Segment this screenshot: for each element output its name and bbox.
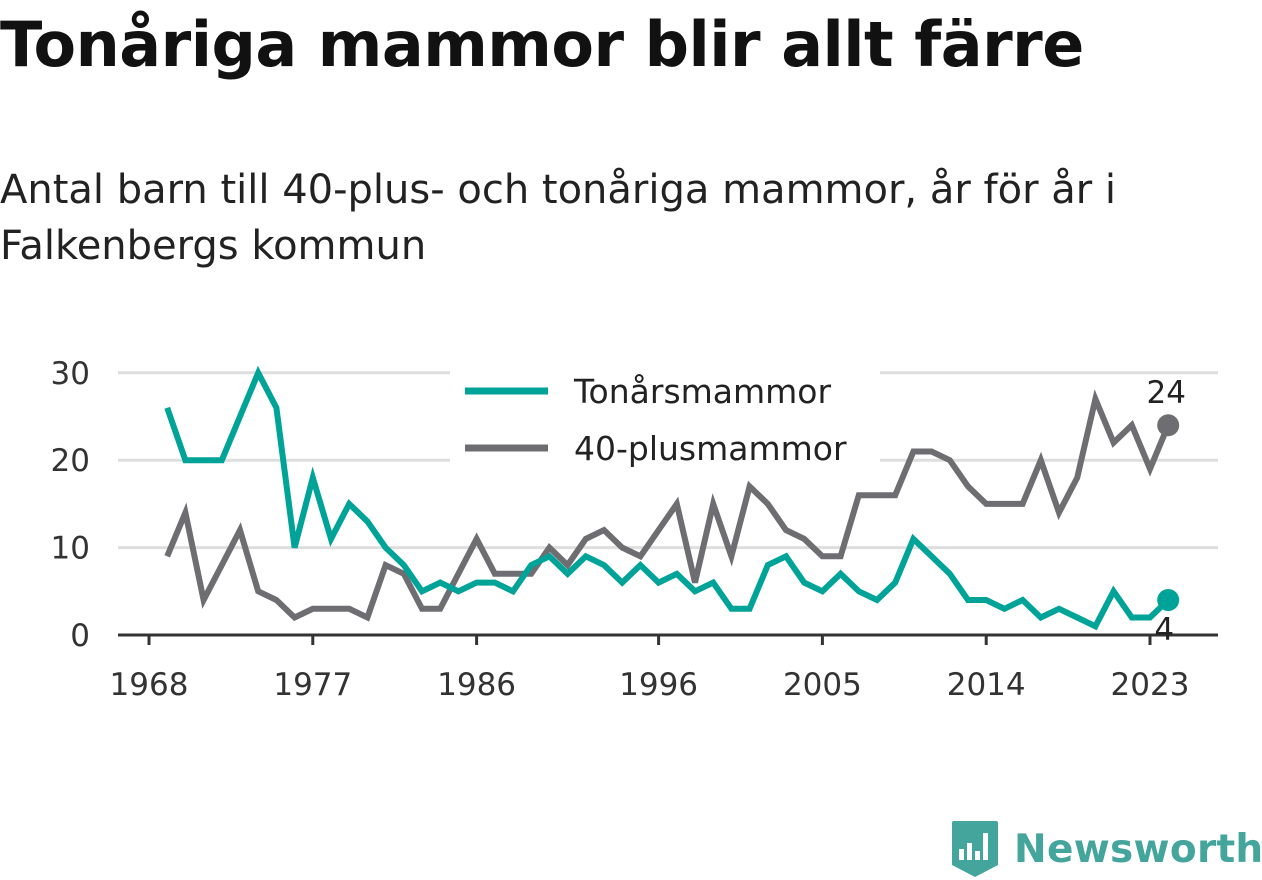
x-tick-label: 1996	[619, 667, 698, 703]
x-tick-label: 1986	[437, 667, 516, 703]
legend-label: Tonårsmammor	[573, 372, 831, 411]
y-tick-label: 10	[51, 531, 90, 567]
x-tick-label: 2023	[1111, 667, 1190, 703]
x-tick-label: 1968	[110, 667, 189, 703]
y-tick-label: 30	[51, 356, 90, 392]
y-tick-label: 20	[51, 443, 90, 479]
series-line-teen	[164, 365, 1171, 631]
series-line-fortyplus	[164, 389, 1171, 622]
legend-background	[450, 366, 880, 478]
page-subtitle: Antal barn till 40-plus- och tonåriga ma…	[0, 167, 1117, 269]
newsworthy-logo: Newsworthy	[950, 818, 1262, 880]
end-labels: 4 24	[1146, 375, 1185, 648]
page-title: Tonåriga mammor blir allt färre	[0, 8, 1084, 81]
newsworthy-logo-icon	[952, 821, 998, 877]
end-value-label: 24	[1146, 375, 1185, 411]
legend-label: 40-plusmammor	[574, 429, 847, 468]
brand-name: Newsworthy	[1014, 826, 1262, 872]
x-tick-label: 2014	[947, 667, 1026, 703]
end-point	[1157, 414, 1180, 437]
y-tick-label: 0	[70, 618, 90, 654]
end-point	[1157, 589, 1180, 612]
y-axis: 0 10 20 30	[51, 356, 90, 654]
x-tick-label: 1977	[273, 667, 352, 703]
end-value-label: 4	[1154, 612, 1174, 648]
x-tick-label: 2005	[783, 667, 862, 703]
x-axis: 1968 1977 1986 1996 2005 2014 2023	[110, 633, 1218, 703]
series-lines	[164, 365, 1171, 631]
legend: Tonårsmammor 40-plusmammor	[450, 366, 880, 478]
